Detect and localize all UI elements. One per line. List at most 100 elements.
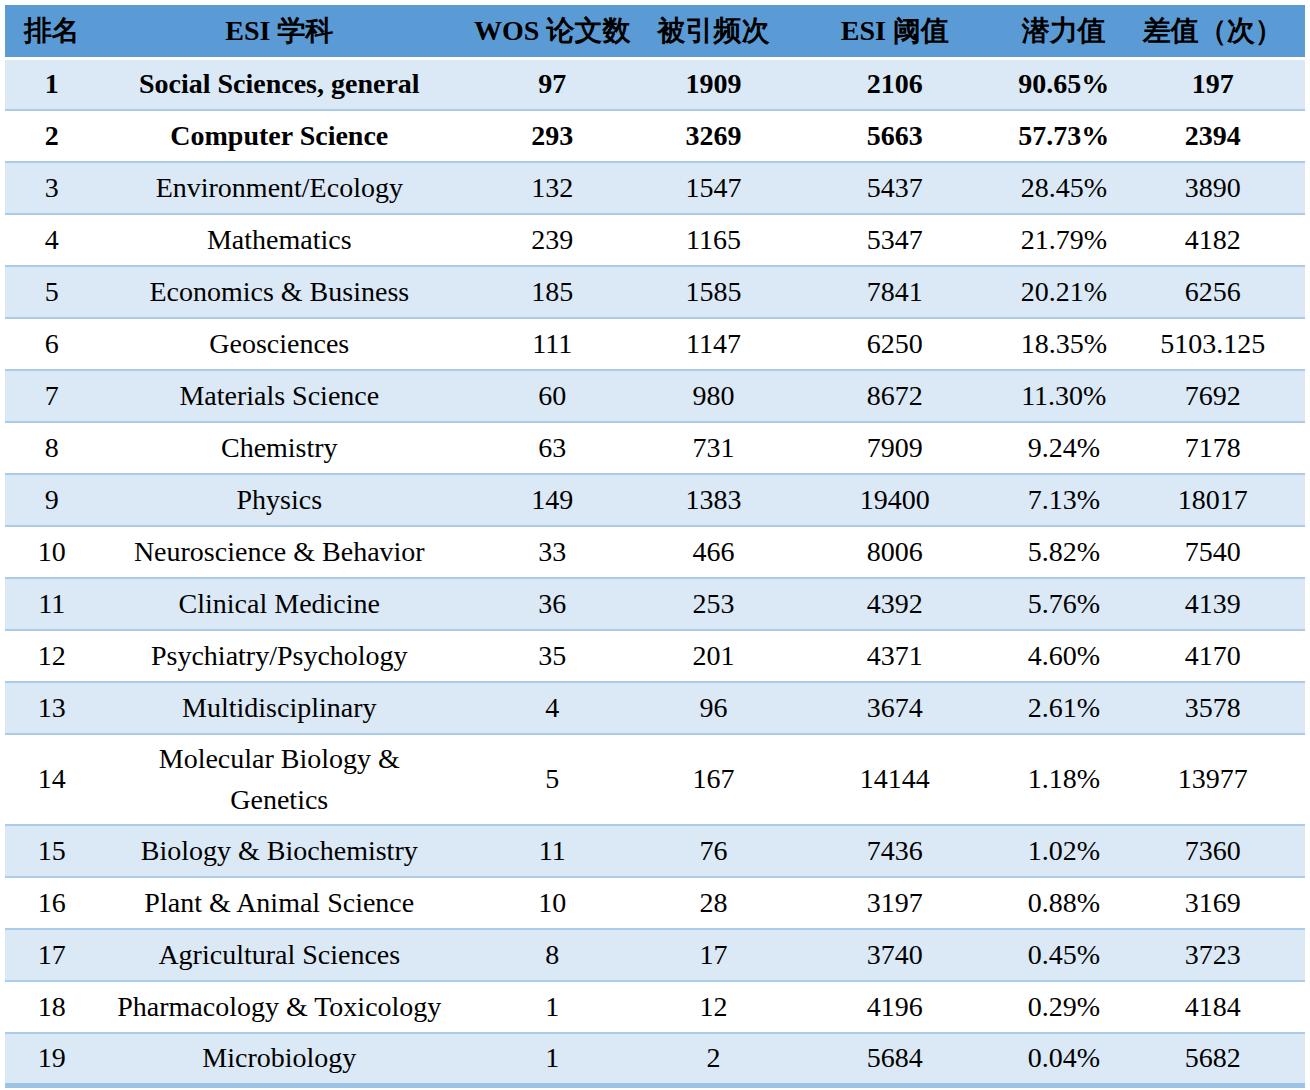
cell-citations: 201 [645, 630, 783, 682]
table-row: 11Clinical Medicine3625343925.76%4139 [5, 578, 1305, 630]
table-body: 1Social Sciences, general971909210690.65… [5, 58, 1305, 1085]
cell-potential: 5.76% [1007, 578, 1120, 630]
cell-wos_papers: 33 [460, 526, 645, 578]
cell-potential: 21.79% [1007, 214, 1120, 266]
cell-rank: 12 [5, 630, 99, 682]
cell-difference: 18017 [1120, 474, 1305, 526]
table-row: 9Physics1491383194007.13%18017 [5, 474, 1305, 526]
cell-discipline: Environment/Ecology [99, 162, 460, 214]
cell-wos_papers: 63 [460, 422, 645, 474]
cell-potential: 11.30% [1007, 370, 1120, 422]
column-header-potential: 潜力值 [1007, 5, 1120, 58]
cell-citations: 96 [645, 682, 783, 734]
cell-wos_papers: 239 [460, 214, 645, 266]
header-row: 排名ESI 学科WOS 论文数被引频次ESI 阈值潜力值差值（次） [5, 5, 1305, 58]
cell-rank: 3 [5, 162, 99, 214]
cell-difference: 2394 [1120, 110, 1305, 162]
cell-esi_threshold: 5663 [782, 110, 1007, 162]
cell-rank: 7 [5, 370, 99, 422]
table-row: 10Neuroscience & Behavior3346680065.82%7… [5, 526, 1305, 578]
cell-difference: 3890 [1120, 162, 1305, 214]
cell-rank: 8 [5, 422, 99, 474]
table-row: 7Materials Science60980867211.30%7692 [5, 370, 1305, 422]
cell-discipline: Psychiatry/Psychology [99, 630, 460, 682]
table-row: 14Molecular Biology & Genetics5167141441… [5, 734, 1305, 825]
cell-wos_papers: 10 [460, 877, 645, 929]
esi-ranking-table: 排名ESI 学科WOS 论文数被引频次ESI 阈值潜力值差值（次） 1Socia… [5, 5, 1305, 1088]
table-header: 排名ESI 学科WOS 论文数被引频次ESI 阈值潜力值差值（次） [5, 5, 1305, 58]
cell-discipline: Computer Science [99, 110, 460, 162]
cell-esi_threshold: 4392 [782, 578, 1007, 630]
cell-esi_threshold: 7909 [782, 422, 1007, 474]
table-row: 19Microbiology1256840.04%5682 [5, 1033, 1305, 1085]
cell-rank: 11 [5, 578, 99, 630]
cell-difference: 13977 [1120, 734, 1305, 825]
cell-esi_threshold: 3740 [782, 929, 1007, 981]
cell-wos_papers: 293 [460, 110, 645, 162]
cell-esi_threshold: 7841 [782, 266, 1007, 318]
cell-wos_papers: 149 [460, 474, 645, 526]
cell-discipline: Economics & Business [99, 266, 460, 318]
cell-difference: 5103.125 [1120, 318, 1305, 370]
cell-rank: 1 [5, 58, 99, 110]
table-row: 8Chemistry6373179099.24%7178 [5, 422, 1305, 474]
cell-wos_papers: 8 [460, 929, 645, 981]
cell-wos_papers: 1 [460, 1033, 645, 1085]
cell-citations: 2 [645, 1033, 783, 1085]
cell-discipline: Agricultural Sciences [99, 929, 460, 981]
cell-esi_threshold: 7436 [782, 825, 1007, 877]
cell-discipline: Neuroscience & Behavior [99, 526, 460, 578]
table-row: 5Economics & Business1851585784120.21%62… [5, 266, 1305, 318]
column-header-esi_threshold: ESI 阈值 [782, 5, 1007, 58]
cell-rank: 2 [5, 110, 99, 162]
cell-potential: 0.45% [1007, 929, 1120, 981]
cell-citations: 1383 [645, 474, 783, 526]
cell-potential: 28.45% [1007, 162, 1120, 214]
cell-difference: 7178 [1120, 422, 1305, 474]
cell-esi_threshold: 14144 [782, 734, 1007, 825]
table-row: 4Mathematics2391165534721.79%4182 [5, 214, 1305, 266]
cell-wos_papers: 111 [460, 318, 645, 370]
cell-rank: 9 [5, 474, 99, 526]
cell-wos_papers: 97 [460, 58, 645, 110]
cell-difference: 3169 [1120, 877, 1305, 929]
table-row: 3Environment/Ecology1321547543728.45%389… [5, 162, 1305, 214]
cell-potential: 2.61% [1007, 682, 1120, 734]
cell-discipline: Pharmacology & Toxicology [99, 981, 460, 1033]
cell-discipline: Social Sciences, general [99, 58, 460, 110]
column-header-citations: 被引频次 [645, 5, 783, 58]
cell-potential: 1.02% [1007, 825, 1120, 877]
cell-discipline: Plant & Animal Science [99, 877, 460, 929]
table-row: 2Computer Science2933269566357.73%2394 [5, 110, 1305, 162]
cell-esi_threshold: 4196 [782, 981, 1007, 1033]
cell-rank: 5 [5, 266, 99, 318]
cell-difference: 3723 [1120, 929, 1305, 981]
cell-wos_papers: 132 [460, 162, 645, 214]
cell-discipline: Geosciences [99, 318, 460, 370]
cell-wos_papers: 4 [460, 682, 645, 734]
cell-discipline: Chemistry [99, 422, 460, 474]
cell-difference: 4182 [1120, 214, 1305, 266]
cell-discipline: Materials Science [99, 370, 460, 422]
cell-citations: 1547 [645, 162, 783, 214]
cell-difference: 7692 [1120, 370, 1305, 422]
cell-esi_threshold: 5347 [782, 214, 1007, 266]
cell-rank: 17 [5, 929, 99, 981]
column-header-difference: 差值（次） [1120, 5, 1305, 58]
cell-wos_papers: 1 [460, 981, 645, 1033]
cell-potential: 4.60% [1007, 630, 1120, 682]
cell-citations: 1909 [645, 58, 783, 110]
cell-rank: 19 [5, 1033, 99, 1085]
cell-citations: 731 [645, 422, 783, 474]
cell-potential: 7.13% [1007, 474, 1120, 526]
cell-wos_papers: 185 [460, 266, 645, 318]
cell-esi_threshold: 3197 [782, 877, 1007, 929]
cell-citations: 1585 [645, 266, 783, 318]
esi-ranking-table-container: 排名ESI 学科WOS 论文数被引频次ESI 阈值潜力值差值（次） 1Socia… [0, 0, 1310, 1088]
cell-citations: 1165 [645, 214, 783, 266]
table-row: 1Social Sciences, general971909210690.65… [5, 58, 1305, 110]
cell-potential: 20.21% [1007, 266, 1120, 318]
cell-discipline: Clinical Medicine [99, 578, 460, 630]
column-header-wos_papers: WOS 论文数 [460, 5, 645, 58]
cell-potential: 9.24% [1007, 422, 1120, 474]
